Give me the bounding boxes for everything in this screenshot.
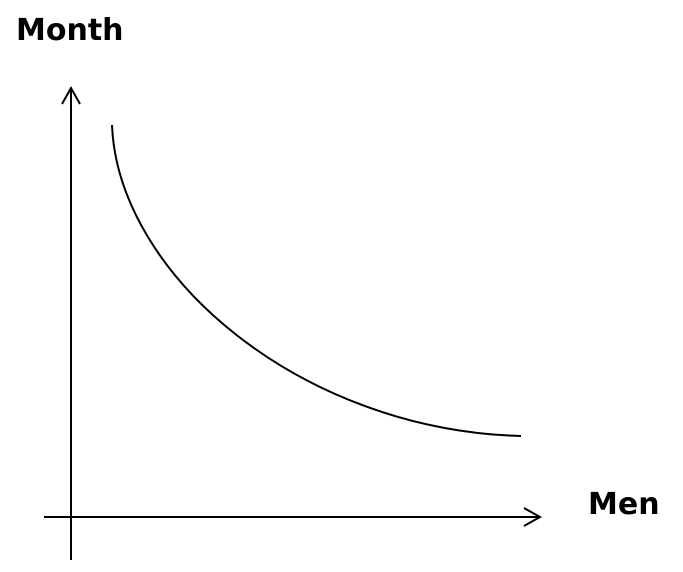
y-axis-label: Month: [16, 13, 124, 48]
x-axis-label: Men: [588, 487, 660, 522]
x-axis-arrowhead: [523, 507, 543, 527]
inverse-curve: [111, 124, 522, 437]
y-axis-arrowhead: [61, 85, 81, 105]
